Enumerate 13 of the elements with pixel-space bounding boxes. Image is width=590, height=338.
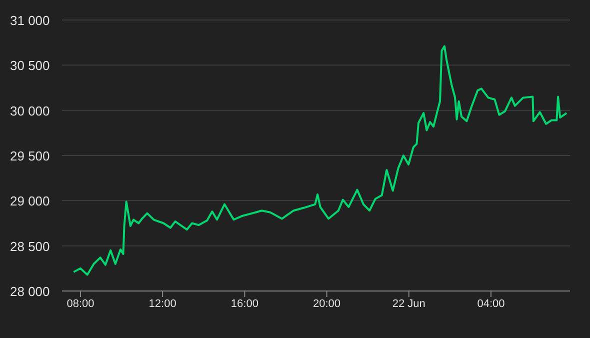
x-tick-label: 16:00	[230, 298, 258, 310]
y-tick-label: 28 000	[10, 284, 50, 299]
y-tick-label: 30 500	[10, 58, 50, 74]
y-tick-label: 30 000	[10, 103, 50, 118]
x-tick-label: 04:00	[477, 298, 505, 310]
x-tick-label: 20:00	[313, 298, 341, 310]
x-tick-label: 08:00	[66, 298, 94, 310]
x-tick-label: 22 Jun	[392, 298, 426, 310]
y-tick-label: 29 500	[10, 148, 50, 164]
y-tick-label: 31 000	[10, 13, 50, 28]
y-tick-label: 28 500	[10, 238, 50, 254]
y-tick-label: 29 000	[10, 194, 50, 209]
x-tick-label: 12:00	[148, 298, 176, 310]
